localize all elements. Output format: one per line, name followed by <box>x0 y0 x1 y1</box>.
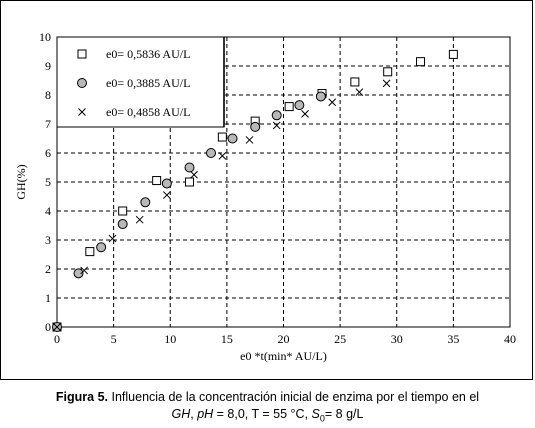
data-point-series-2 <box>294 100 305 111</box>
legend-marker-2 <box>77 78 87 88</box>
x-tick-label: 15 <box>221 332 233 346</box>
y-tick-label: 8 <box>45 88 51 102</box>
legend-label-2: e0= 0,3885 AU/L <box>106 76 190 90</box>
caption-sep: , <box>190 407 198 421</box>
chart-frame: 0 1 2 3 4 5 6 7 8 9 10 0 5 10 15 20 25 30 35 40 e0= 0,5836 … <box>0 0 533 380</box>
y-axis-label: GH(%) <box>14 164 28 199</box>
y-tick-label: 0 <box>45 320 51 334</box>
y-tick-label: 7 <box>45 117 51 131</box>
x-tick-label: 5 <box>111 332 117 346</box>
data-point-series-3 <box>108 234 117 243</box>
caption-s-value: = 8 g/L <box>324 407 364 421</box>
caption-ph-value: = 8,0, T = 55 °C, <box>213 407 312 421</box>
y-tick-label: 5 <box>45 175 51 189</box>
scatter-chart: 0 1 2 3 4 5 6 7 8 9 10 0 5 10 15 20 25 30 35 40 e0= 0,5836 … <box>14 30 516 363</box>
data-point-series-2 <box>227 133 238 144</box>
y-tick-label: 2 <box>45 262 51 276</box>
x-tick-label: 40 <box>504 332 516 346</box>
y-tick-label: 6 <box>45 146 51 160</box>
data-point-series-2 <box>250 121 261 132</box>
legend-label-3: e0= 0,4858 AU/L <box>106 105 190 119</box>
data-point-series-1 <box>152 176 162 186</box>
data-point-series-3 <box>53 323 61 331</box>
figure-caption: Figura 5. Influencia de la concentración… <box>0 389 535 428</box>
x-tick-label: 30 <box>391 332 403 346</box>
x-tick-label: 35 <box>447 332 459 346</box>
data-point-series-2 <box>117 219 128 230</box>
x-tick-label: 0 <box>54 332 60 346</box>
legend-marker-3 <box>78 108 86 116</box>
legend-marker-1 <box>77 49 87 59</box>
caption-gh: GH <box>171 407 191 421</box>
data-point-series-3 <box>135 215 144 224</box>
figure-label: Figura 5. <box>55 390 109 404</box>
data-point-series-2 <box>140 197 151 208</box>
data-point-series-1 <box>185 177 195 187</box>
data-point-series-3 <box>190 170 198 179</box>
y-tick-label: 9 <box>45 59 51 73</box>
data-point-series-1 <box>448 49 458 59</box>
legend: e0= 0,5836 AU/L e0= 0,3885 AU/L e0= 0,4858… <box>56 36 225 128</box>
data-point-series-1 <box>85 247 95 257</box>
grid <box>57 37 510 327</box>
data-point-series-2 <box>184 162 195 173</box>
data-point-series-1 <box>284 102 294 112</box>
data-point-series-2 <box>161 178 172 189</box>
legend-label-1: e0= 0,5836 AU/L <box>106 47 190 61</box>
caption-line1: Influencia de la concentración inicial d… <box>108 390 480 404</box>
data-point-series-1 <box>118 206 128 216</box>
data-points <box>52 49 458 332</box>
x-axis-label: e0 *t(min* AU/L) <box>240 349 327 363</box>
data-point-series-1 <box>217 132 227 142</box>
data-point-series-3 <box>328 98 337 107</box>
data-point-series-1 <box>416 57 426 67</box>
data-point-series-2 <box>73 268 84 279</box>
caption-s: S <box>311 407 320 421</box>
data-point-series-3 <box>272 121 281 130</box>
plot-area <box>56 36 511 328</box>
data-point-series-2 <box>271 110 282 121</box>
data-point-series-1 <box>350 77 360 87</box>
data-point-series-1 <box>383 67 393 77</box>
data-point-series-3 <box>355 88 364 96</box>
x-tick-label: 25 <box>334 332 346 346</box>
caption-ph: pH <box>197 407 214 421</box>
data-point-series-2 <box>206 148 217 158</box>
axis-ticks: 0 1 2 3 4 5 6 7 8 9 10 0 5 10 15 20 25 30 35 40 <box>39 30 516 346</box>
y-tick-label: 3 <box>45 233 51 247</box>
data-point-series-3 <box>382 79 391 88</box>
data-point-series-3 <box>301 109 309 118</box>
y-tick-label: 4 <box>45 204 51 218</box>
data-point-series-3 <box>218 152 227 160</box>
caption-s-sub: 0 <box>319 413 325 424</box>
data-point-series-2 <box>96 242 107 253</box>
data-point-series-3 <box>162 191 171 199</box>
data-point-series-3 <box>80 266 89 275</box>
x-tick-label: 20 <box>278 332 290 346</box>
data-point-series-2 <box>315 91 326 102</box>
x-tick-label: 10 <box>164 332 176 346</box>
y-tick-label: 10 <box>39 30 51 44</box>
y-tick-label: 1 <box>45 291 51 305</box>
data-point-series-3 <box>245 136 254 144</box>
